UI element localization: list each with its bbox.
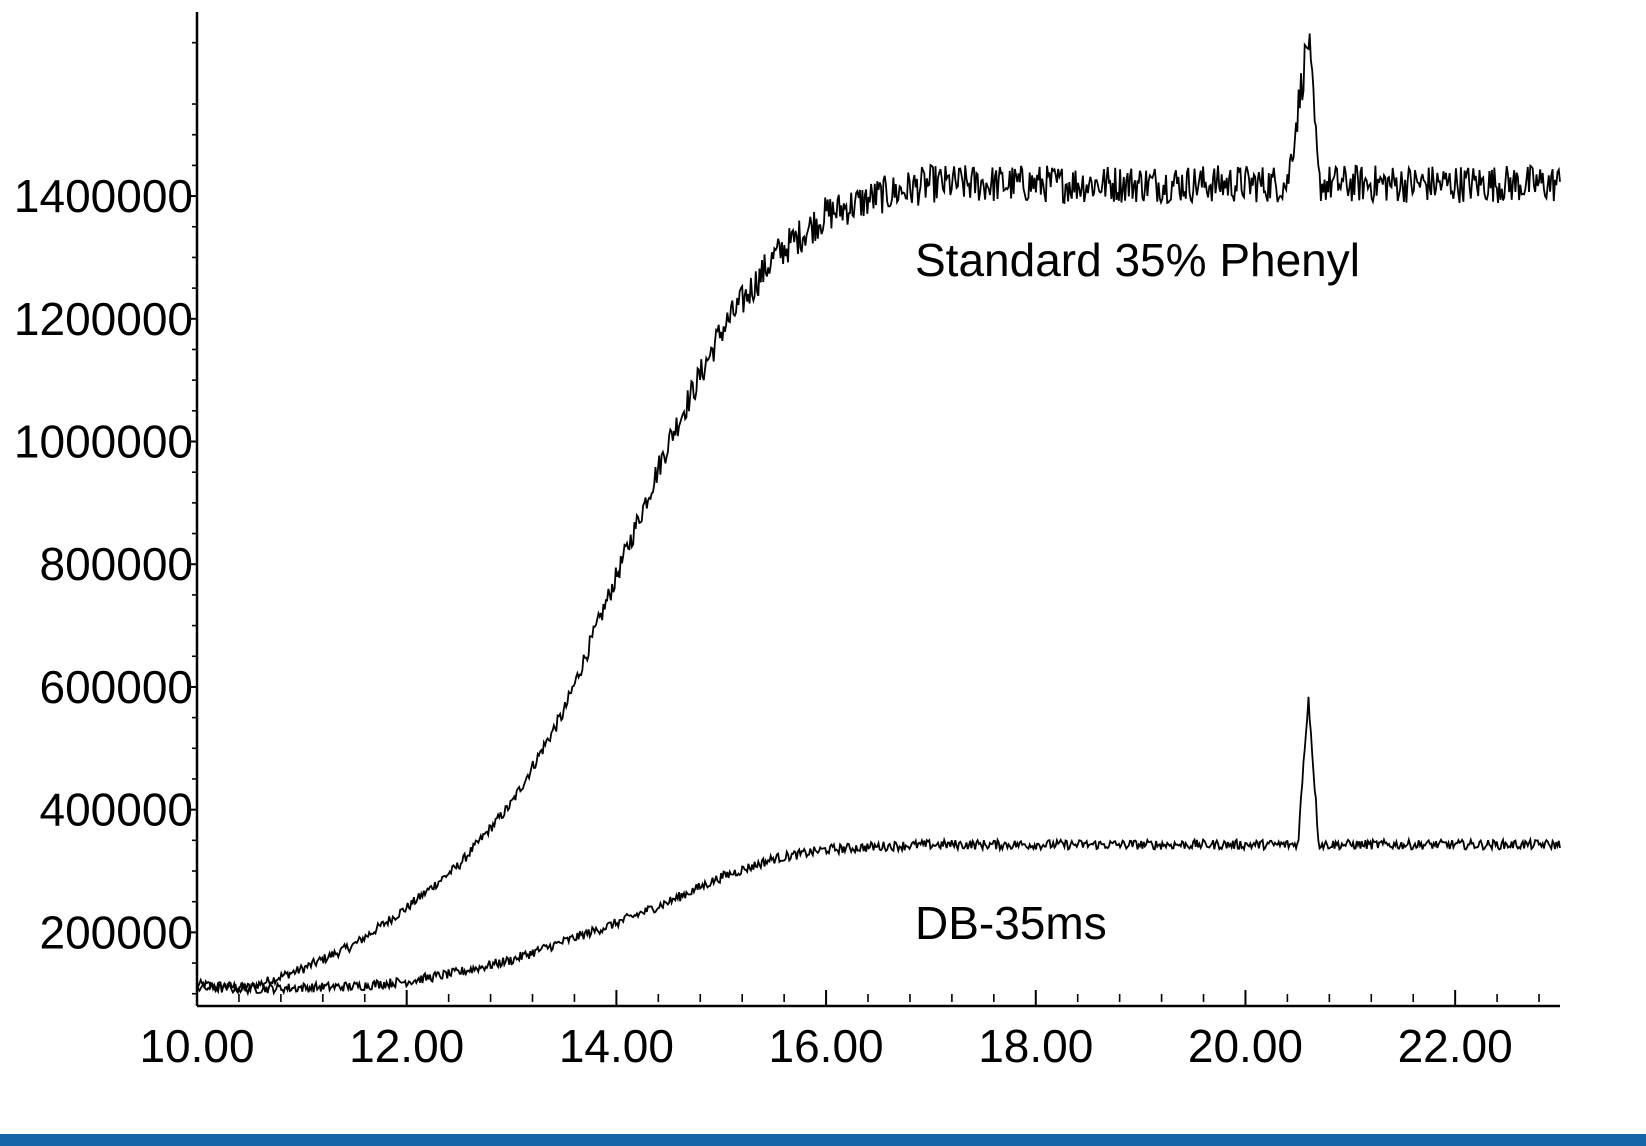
x-tick-label: 20.00: [1188, 1020, 1303, 1072]
x-tick-label: 14.00: [559, 1020, 674, 1072]
bottom-accent-bar: [0, 1134, 1646, 1146]
y-tick-label: 800000: [40, 538, 194, 590]
x-tick-label: 16.00: [769, 1020, 884, 1072]
series-label-standard-35-phenyl: Standard 35% Phenyl: [915, 234, 1360, 286]
y-tick-label: 400000: [40, 784, 194, 836]
x-tick-label: 22.00: [1398, 1020, 1513, 1072]
series: [196, 33, 1561, 997]
x-tick-label: 10.00: [139, 1020, 254, 1072]
x-tick-label: 12.00: [349, 1020, 464, 1072]
y-tick-label: 600000: [40, 661, 194, 713]
axes: [195, 12, 1560, 1008]
y-tick-label: 1400000: [14, 170, 193, 222]
series-line-db-35ms: [196, 696, 1561, 997]
y-tick-label: 1200000: [14, 293, 193, 345]
series-line-standard-35-phenyl: [196, 33, 1561, 994]
y-tick-label: 200000: [40, 906, 194, 958]
y-tick-label: 1000000: [14, 416, 193, 468]
series-label-db-35ms: DB-35ms: [915, 897, 1107, 949]
x-tick-label: 18.00: [978, 1020, 1093, 1072]
ticks: 200000 400000 600000 800000 1000000 1200000 14…: [14, 41, 1540, 1072]
labels: Standard 35% Phenyl DB-35ms: [915, 234, 1360, 949]
